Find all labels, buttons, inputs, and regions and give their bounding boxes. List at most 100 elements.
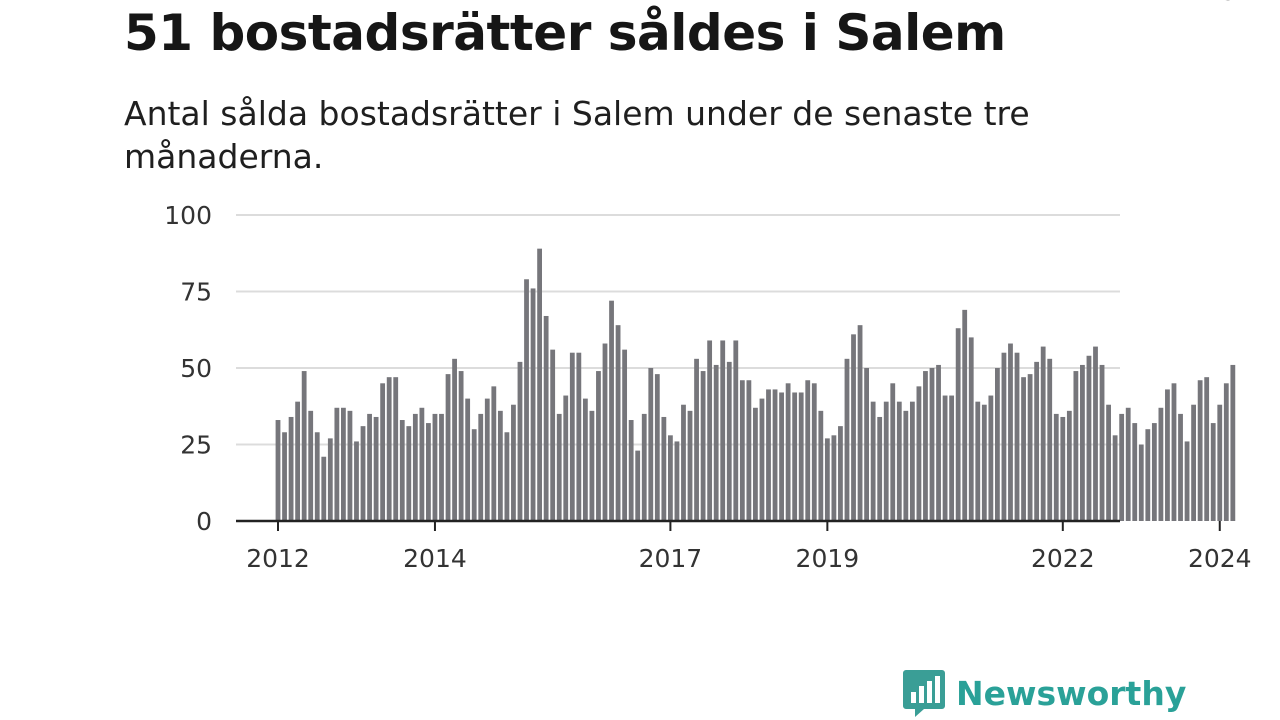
bar (713, 364, 719, 521)
bar-chart-bubble-icon (903, 670, 945, 717)
bar (602, 343, 608, 521)
bar (877, 416, 883, 521)
bar (1145, 429, 1151, 521)
bar (543, 315, 549, 521)
bar (720, 340, 726, 521)
bar (635, 450, 641, 521)
bar (445, 374, 451, 521)
x-tick-label: 2019 (796, 544, 860, 573)
bar (766, 389, 771, 521)
bar (818, 410, 824, 521)
bar (380, 383, 386, 521)
x-axis-ticks: 2012 2014 2017 2019 2022 2024 (246, 521, 1252, 573)
bar (648, 368, 654, 521)
bar (981, 404, 987, 521)
bar (1158, 407, 1164, 521)
bar (334, 407, 340, 521)
bar (1178, 413, 1183, 521)
bar (1132, 423, 1138, 521)
bar (399, 420, 405, 521)
bar (537, 248, 542, 521)
bar (386, 377, 392, 521)
bar (1230, 364, 1236, 521)
bar (936, 364, 941, 521)
bar (439, 413, 444, 521)
bar (419, 407, 425, 521)
bar (1093, 346, 1098, 521)
bar (785, 383, 791, 521)
bar (949, 395, 955, 521)
bar (282, 432, 287, 521)
bar (962, 309, 968, 521)
bar (393, 377, 399, 521)
y-tick-label: 0 (196, 507, 212, 536)
bar (942, 395, 948, 521)
bar-chart: 0 25 50 75 100 2012 2014 2017 2019 2022 2024 51 (164, 0, 1254, 573)
bar (811, 383, 817, 521)
bar (1014, 352, 1020, 521)
bar (1210, 423, 1216, 521)
bar (556, 413, 562, 521)
bar (923, 371, 928, 521)
bar (1197, 380, 1203, 521)
bar (1106, 404, 1111, 521)
y-tick-label: 25 (180, 431, 212, 460)
bar (844, 358, 850, 521)
bar (478, 413, 484, 521)
bar (668, 435, 673, 521)
bar (1223, 383, 1229, 521)
bar (890, 383, 896, 521)
bar (484, 398, 490, 521)
bar (726, 361, 732, 521)
y-tick-label: 75 (180, 278, 212, 307)
bar (432, 413, 438, 521)
bar (929, 368, 935, 521)
bar (1119, 413, 1125, 521)
bar (779, 392, 784, 521)
bar (367, 413, 372, 521)
bar (511, 404, 516, 521)
bar (347, 410, 353, 521)
bar (596, 371, 601, 521)
bar (896, 401, 902, 521)
brand-name: Newsworthy (956, 673, 1187, 713)
bar (524, 279, 529, 521)
bar (694, 358, 699, 521)
bar (458, 371, 464, 521)
bar (1138, 444, 1144, 521)
y-axis-ticks: 0 25 50 75 100 (164, 201, 212, 536)
bar (909, 401, 915, 521)
bar (1086, 355, 1092, 521)
bar (654, 374, 660, 521)
bar (615, 325, 621, 521)
highlight-value-label: 51 (1221, 0, 1254, 7)
bar (916, 386, 922, 521)
bar (452, 358, 457, 521)
bar (955, 328, 961, 521)
bar (576, 352, 582, 521)
bar (759, 398, 765, 521)
bar (687, 410, 693, 521)
x-tick-label: 2014 (403, 544, 467, 573)
bar (1112, 435, 1118, 521)
bar (1021, 377, 1026, 521)
bar (674, 441, 680, 521)
bar (275, 420, 281, 521)
bar (1171, 383, 1177, 521)
bar (968, 337, 974, 521)
bar (582, 398, 588, 521)
bar (1165, 389, 1170, 521)
bar (589, 410, 595, 521)
bar (465, 398, 471, 521)
bar (1217, 404, 1223, 521)
bar (308, 410, 314, 521)
bar (341, 407, 346, 521)
bar (988, 395, 994, 521)
bar (792, 392, 798, 521)
bar (628, 420, 634, 521)
data-labels: 51 (1221, 0, 1254, 7)
bar (569, 352, 575, 521)
bar (563, 395, 569, 521)
bar (1125, 407, 1131, 521)
bar (772, 389, 778, 521)
